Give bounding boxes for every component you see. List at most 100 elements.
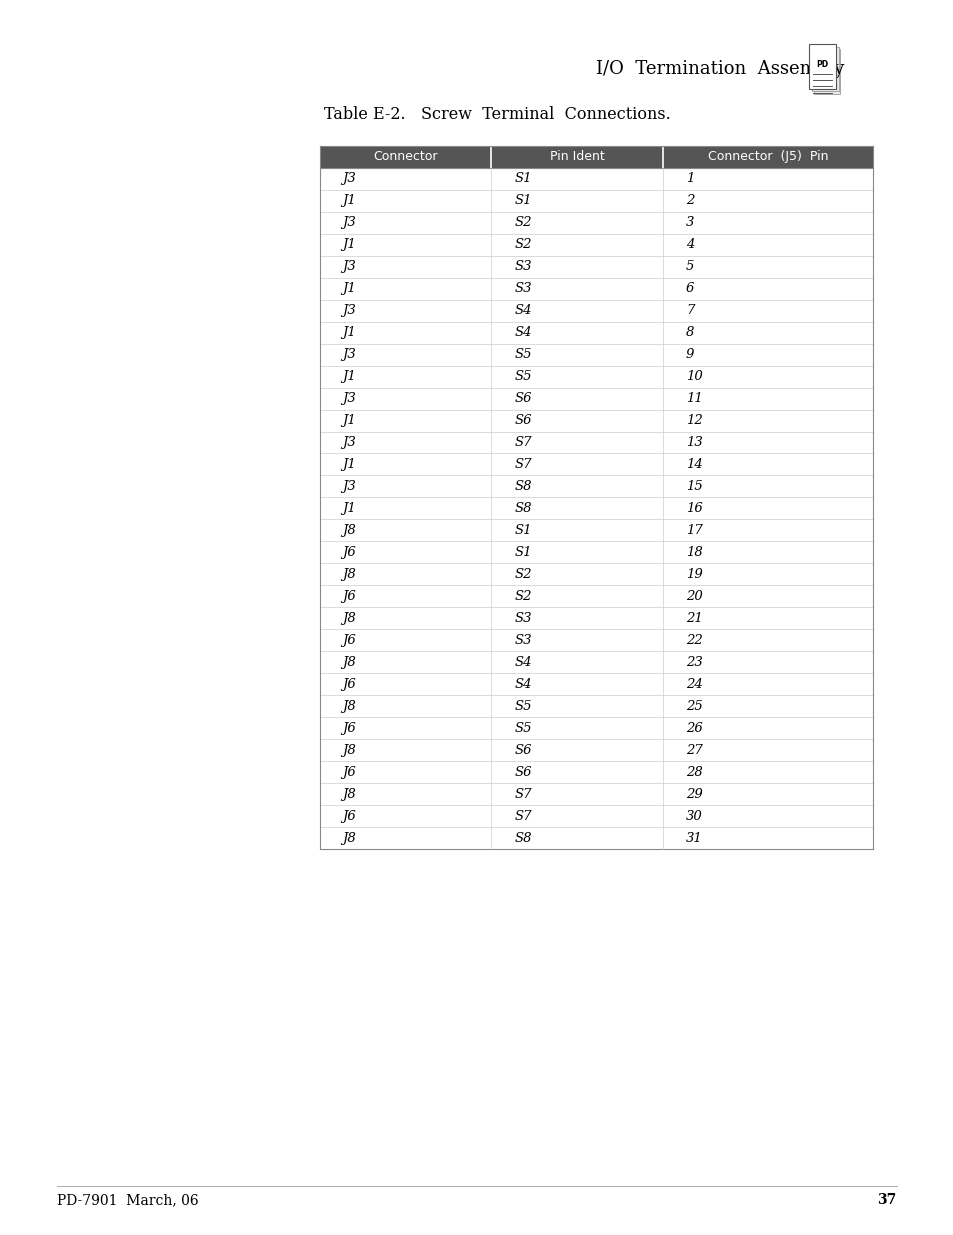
Text: S6: S6 (514, 391, 531, 405)
Text: S7: S7 (514, 810, 531, 823)
Text: 37: 37 (877, 1193, 896, 1208)
Text: S6: S6 (514, 766, 531, 779)
Text: J8: J8 (342, 611, 355, 625)
Text: 31: 31 (685, 831, 702, 845)
Text: Pin Ident: Pin Ident (549, 151, 604, 163)
Text: J3: J3 (342, 304, 355, 317)
Text: 14: 14 (685, 458, 702, 471)
Text: 7: 7 (685, 304, 694, 317)
Text: J1: J1 (342, 282, 355, 295)
Text: S8: S8 (514, 480, 531, 493)
Text: I/O  Termination  Assembly: I/O Termination Assembly (596, 61, 843, 78)
Text: S2: S2 (514, 216, 531, 230)
Text: 29: 29 (685, 788, 702, 800)
Text: 6: 6 (685, 282, 694, 295)
Text: 15: 15 (685, 480, 702, 493)
Text: S7: S7 (514, 436, 531, 450)
Text: S3: S3 (514, 282, 531, 295)
Text: J1: J1 (342, 501, 355, 515)
Text: PD-7901  March, 06: PD-7901 March, 06 (57, 1193, 198, 1208)
Text: J3: J3 (342, 391, 355, 405)
Text: 24: 24 (685, 678, 702, 690)
Text: J8: J8 (342, 568, 355, 580)
Text: 28: 28 (685, 766, 702, 779)
Text: 10: 10 (685, 370, 702, 383)
Text: J6: J6 (342, 766, 355, 779)
Text: J6: J6 (342, 634, 355, 647)
Text: PD: PD (816, 59, 827, 69)
Text: J6: J6 (342, 678, 355, 690)
Text: S5: S5 (514, 700, 531, 713)
Text: J6: J6 (342, 810, 355, 823)
Text: J8: J8 (342, 524, 355, 537)
Text: 9: 9 (685, 348, 694, 361)
Text: 2: 2 (685, 194, 694, 207)
Text: J6: J6 (342, 721, 355, 735)
Text: J3: J3 (342, 261, 355, 273)
Text: Table E-2.   Screw  Terminal  Connections.: Table E-2. Screw Terminal Connections. (324, 106, 670, 124)
Text: 12: 12 (685, 414, 702, 427)
Text: 5: 5 (685, 261, 694, 273)
Text: J3: J3 (342, 480, 355, 493)
Text: 21: 21 (685, 611, 702, 625)
Text: S5: S5 (514, 721, 531, 735)
Bar (319, 146, 872, 168)
Text: S1: S1 (514, 546, 531, 559)
Text: S1: S1 (514, 172, 531, 185)
Text: 25: 25 (685, 700, 702, 713)
Text: S2: S2 (514, 568, 531, 580)
Text: J1: J1 (342, 194, 355, 207)
Text: Connector: Connector (373, 151, 437, 163)
Text: 3: 3 (685, 216, 694, 230)
Text: J1: J1 (342, 370, 355, 383)
Text: 8: 8 (685, 326, 694, 340)
Text: S3: S3 (514, 634, 531, 647)
Text: 27: 27 (685, 743, 702, 757)
Text: S2: S2 (514, 238, 531, 251)
Text: 11: 11 (685, 391, 702, 405)
Text: J3: J3 (342, 172, 355, 185)
Text: Connector  (J5)  Pin: Connector (J5) Pin (707, 151, 827, 163)
Text: 22: 22 (685, 634, 702, 647)
Text: J1: J1 (342, 326, 355, 340)
Text: S8: S8 (514, 501, 531, 515)
Text: S6: S6 (514, 414, 531, 427)
Text: 19: 19 (685, 568, 702, 580)
Text: J3: J3 (342, 348, 355, 361)
Text: J8: J8 (342, 788, 355, 800)
Text: 18: 18 (685, 546, 702, 559)
Bar (811, 47, 838, 91)
Text: S4: S4 (514, 678, 531, 690)
Text: J8: J8 (342, 831, 355, 845)
Text: J8: J8 (342, 656, 355, 669)
Text: S4: S4 (514, 656, 531, 669)
Text: 17: 17 (685, 524, 702, 537)
Text: J3: J3 (342, 436, 355, 450)
Text: S2: S2 (514, 590, 531, 603)
Text: J6: J6 (342, 590, 355, 603)
Text: 13: 13 (685, 436, 702, 450)
Text: S1: S1 (514, 524, 531, 537)
Text: J1: J1 (342, 414, 355, 427)
Text: 4: 4 (685, 238, 694, 251)
Text: S1: S1 (514, 194, 531, 207)
Text: 26: 26 (685, 721, 702, 735)
Text: 16: 16 (685, 501, 702, 515)
Text: S8: S8 (514, 831, 531, 845)
Text: J6: J6 (342, 546, 355, 559)
Text: J8: J8 (342, 743, 355, 757)
Text: S7: S7 (514, 788, 531, 800)
Text: S5: S5 (514, 348, 531, 361)
Text: 23: 23 (685, 656, 702, 669)
Text: S4: S4 (514, 304, 531, 317)
Text: S5: S5 (514, 370, 531, 383)
Text: 20: 20 (685, 590, 702, 603)
Text: S6: S6 (514, 743, 531, 757)
Text: S7: S7 (514, 458, 531, 471)
Text: S4: S4 (514, 326, 531, 340)
Text: 30: 30 (685, 810, 702, 823)
Text: S3: S3 (514, 261, 531, 273)
Text: J8: J8 (342, 700, 355, 713)
Text: J3: J3 (342, 216, 355, 230)
Text: J1: J1 (342, 238, 355, 251)
